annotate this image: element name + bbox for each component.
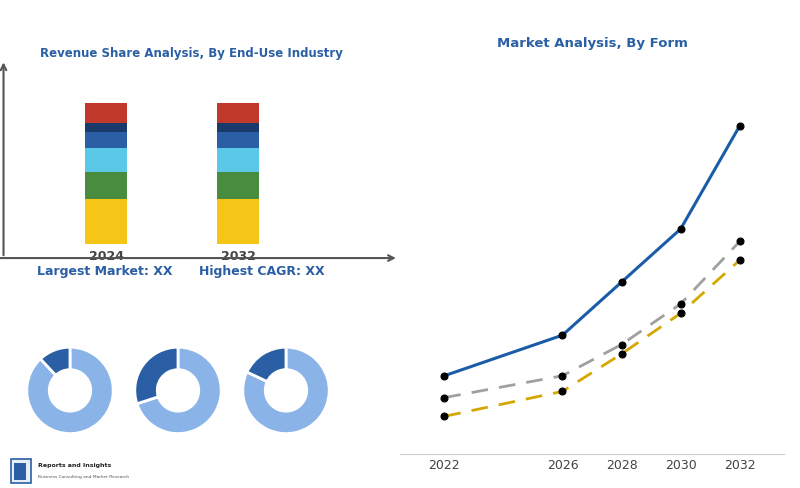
Wedge shape <box>27 347 113 434</box>
Bar <box>217 103 259 122</box>
Wedge shape <box>247 347 286 382</box>
Title: Market Analysis, By Form: Market Analysis, By Form <box>497 37 687 50</box>
Text: Reports and Insights: Reports and Insights <box>38 463 111 468</box>
Wedge shape <box>41 347 70 375</box>
Text: Highest CAGR: XX: Highest CAGR: XX <box>198 265 324 278</box>
Wedge shape <box>137 347 221 434</box>
Text: EUROPE CARBON DIOXIDE MARKET SEGMENT ANALYSIS: EUROPE CARBON DIOXIDE MARKET SEGMENT ANA… <box>10 20 467 36</box>
Bar <box>85 122 127 132</box>
Bar <box>217 148 259 172</box>
Bar <box>85 199 127 244</box>
Wedge shape <box>135 347 178 404</box>
Wedge shape <box>243 347 329 434</box>
Bar <box>217 122 259 132</box>
Bar <box>85 172 127 199</box>
Text: Largest Market: XX: Largest Market: XX <box>38 265 173 278</box>
Bar <box>85 148 127 172</box>
Bar <box>85 103 127 122</box>
Bar <box>217 172 259 199</box>
FancyBboxPatch shape <box>14 463 26 480</box>
Text: Business Consulting and Market Research: Business Consulting and Market Research <box>38 475 129 479</box>
Text: Revenue Share Analysis, By End-Use Industry: Revenue Share Analysis, By End-Use Indus… <box>40 47 343 60</box>
Bar <box>217 199 259 244</box>
Bar <box>85 132 127 148</box>
Bar <box>217 132 259 148</box>
FancyBboxPatch shape <box>10 459 31 483</box>
